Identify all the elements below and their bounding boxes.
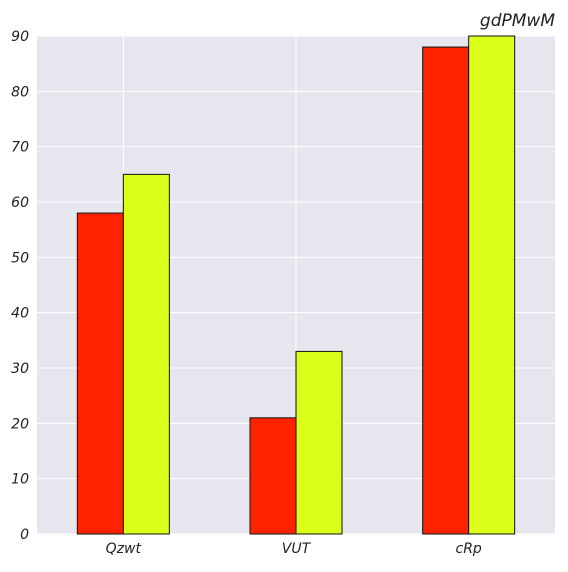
bar-series1-Qzwt [76,212,124,535]
x-tick-label: VUT [282,541,312,557]
bar-series2-VUT [295,350,343,535]
x-tick-label: Qzwt [106,541,142,557]
bar-series2-Qzwt [122,173,170,535]
y-tick-label: 10 [11,472,29,488]
x-tick-label: cRp [456,541,482,557]
y-tick-label: 50 [11,250,29,266]
y-tick-label: 0 [20,527,29,543]
y-axis-ticks: 0 10 20 30 40 50 60 70 80 90 [11,29,29,543]
bar-series1-VUT [249,417,297,535]
y-tick-label: 70 [11,140,29,156]
chart-title: gdPMwM [480,11,555,31]
x-axis-ticks: Qzwt VUT cRp [106,541,482,557]
y-tick-label: 30 [11,361,29,377]
y-tick-label: 80 [11,84,29,100]
y-tick-label: 40 [11,306,29,322]
y-tick-label: 20 [11,416,29,432]
bar-series2-cRp [468,35,516,535]
y-tick-label: 60 [11,195,29,211]
y-tick-label: 90 [11,29,29,45]
bars [76,35,516,535]
bar-series1-cRp [422,46,470,535]
